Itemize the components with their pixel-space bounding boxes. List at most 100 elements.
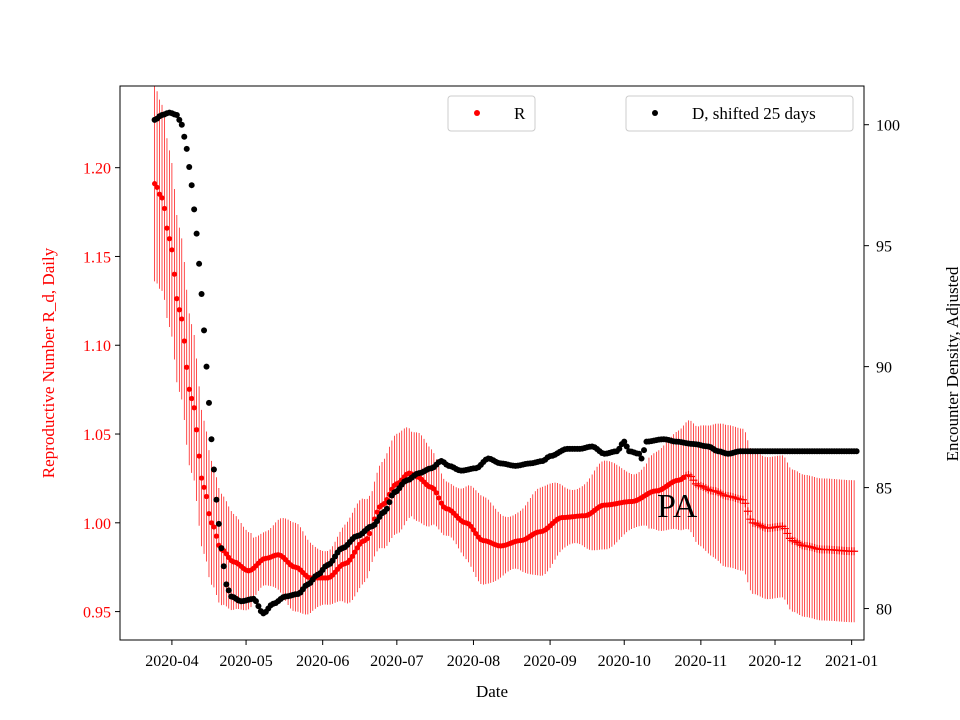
y-left-tick-label: 1.05 [83, 427, 111, 444]
r-point [159, 195, 165, 201]
legend-r-label: R [514, 104, 526, 123]
d-point [215, 520, 222, 527]
r-point [780, 524, 789, 533]
r-point [743, 507, 752, 516]
r-point [213, 533, 219, 539]
d-point [178, 121, 185, 128]
r-point [374, 509, 380, 515]
r-point [367, 530, 373, 537]
r-point [198, 475, 205, 481]
r-point [184, 364, 190, 370]
d-point [636, 450, 643, 457]
r-point [211, 524, 217, 530]
r-point [201, 484, 207, 490]
r-point [431, 486, 437, 492]
x-axis-label: Date [476, 682, 508, 701]
r-point [470, 527, 477, 533]
d-point [616, 445, 623, 452]
r-point [352, 549, 358, 555]
y-right-tick-label: 85 [876, 481, 892, 498]
legend-d-label: D, shifted 25 days [692, 104, 816, 123]
x-tick-label: 2020-04 [145, 653, 198, 670]
r-point [354, 545, 360, 551]
x-tick-label: 2020-05 [219, 653, 272, 670]
r-point [191, 405, 197, 411]
d-point [196, 260, 203, 267]
d-point [638, 455, 645, 462]
r-point [438, 500, 444, 506]
d-point [218, 545, 225, 552]
r-point [206, 510, 212, 517]
d-point [623, 443, 630, 450]
legend-d-marker [652, 110, 658, 116]
y-right-tick-label: 95 [876, 239, 892, 256]
y-axis-label-right: Encounter Density, Adjusted [943, 266, 960, 461]
pa-annotation: PA [657, 488, 698, 525]
legend-r-marker [474, 110, 480, 116]
legend-d-box [625, 95, 854, 132]
d-point [386, 499, 393, 506]
r-point [169, 247, 175, 253]
d-point [205, 399, 212, 406]
x-tick-label: 2020-06 [296, 653, 349, 670]
d-point [176, 116, 183, 123]
r-point [433, 490, 439, 496]
r-point [186, 386, 192, 392]
r-point [176, 307, 182, 313]
r-point [196, 453, 202, 459]
r-point [364, 536, 370, 542]
y-axis-label-left: Reproductive Number R_d, Daily [39, 247, 58, 478]
legend-d: D, shifted 25 days [625, 95, 854, 132]
r-point [156, 191, 163, 197]
y-right-tick-label: 80 [876, 602, 892, 619]
r-point [203, 493, 210, 500]
r-point [166, 236, 173, 242]
y-left-tick-label: 1.10 [83, 338, 111, 355]
d-point [181, 133, 188, 140]
r-point [161, 205, 168, 212]
legend-r-box [447, 95, 536, 132]
d-point [252, 598, 259, 605]
r-point [349, 553, 355, 559]
d-point [203, 363, 210, 370]
y-left-tick-label: 1.00 [83, 516, 111, 533]
x-tick-label: 2020-11 [674, 653, 727, 670]
r-point [436, 495, 442, 501]
r-point [223, 551, 229, 557]
plot-area [151, 86, 860, 623]
y-right-tick-label: 90 [876, 360, 892, 377]
d-point [621, 438, 628, 445]
d-point [208, 436, 215, 443]
axes: 2020-04 2020-05 2020-06 2020-07 2020-08 2020-… [83, 118, 900, 670]
d-point [225, 587, 232, 594]
y-left-tick-label: 1.15 [83, 249, 111, 266]
r-point [381, 500, 388, 507]
r-point [179, 316, 185, 322]
r-point [164, 225, 170, 231]
d-point [383, 505, 390, 512]
x-tick-label: 2020-09 [523, 653, 576, 670]
d-point [191, 206, 198, 213]
legend-r: R [447, 95, 536, 132]
d-point [183, 145, 190, 152]
x-tick-label: 2020-07 [370, 653, 423, 670]
d-point [198, 291, 205, 298]
d-point [255, 603, 262, 610]
r-point [783, 529, 792, 538]
r-point [741, 499, 750, 508]
r-point [154, 184, 160, 190]
d-point [853, 448, 860, 455]
d-point [173, 112, 180, 119]
d-point [201, 327, 208, 334]
r-point [181, 338, 187, 344]
x-tick-label: 2020-08 [447, 653, 500, 670]
y-right-tick-label: 100 [876, 118, 900, 135]
d-point [213, 496, 220, 503]
r-point [152, 181, 158, 187]
plot-frame [119, 85, 865, 641]
r-point [347, 557, 353, 563]
d-point [223, 581, 230, 588]
d-point [186, 164, 193, 171]
d-point [188, 182, 195, 189]
